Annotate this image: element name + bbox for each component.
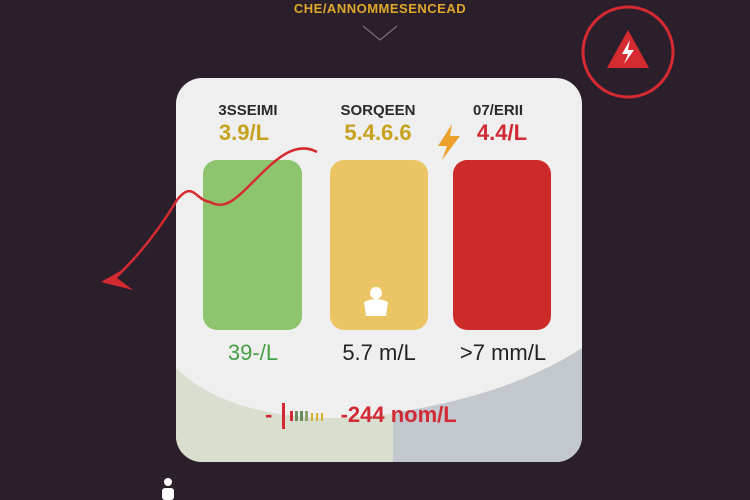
chevron-down-icon [362,25,398,41]
column-label: SORQEEN [340,102,416,119]
warning-lightning-icon[interactable] [578,4,678,100]
column-value: 3.9/L [218,120,270,145]
column-reading: 39-/L [227,340,279,365]
column-label: 07/ERII [472,102,524,119]
level-bar-normal [203,160,302,330]
summary-value: -244 nom/L [340,402,457,427]
column-reading: >7 mm/L [459,340,547,365]
card-bottom-wave [176,348,582,462]
column-reading: 5.7 m/L [342,340,416,365]
column-label: 3SSEIMI [218,102,278,119]
header-title: CHE/ANNOMMESENCEAD [293,1,467,16]
person-icon [364,287,388,316]
trend-arrow-icon [101,147,318,290]
summary-prefix: - [265,402,273,427]
column-value: 4.4/L [476,120,528,145]
lightning-icon [438,124,460,160]
glucose-card: 3SSEIMI SORQEEN 07/ERII 3.9/L 5.4.6.6 4.… [176,78,582,462]
person-icon [162,478,174,500]
level-bar-high [453,160,551,330]
column-value: 5.4.6.6 [344,120,412,145]
summary-reading: - -244 nom/L [265,402,457,430]
mini-scale-icon [282,403,324,430]
